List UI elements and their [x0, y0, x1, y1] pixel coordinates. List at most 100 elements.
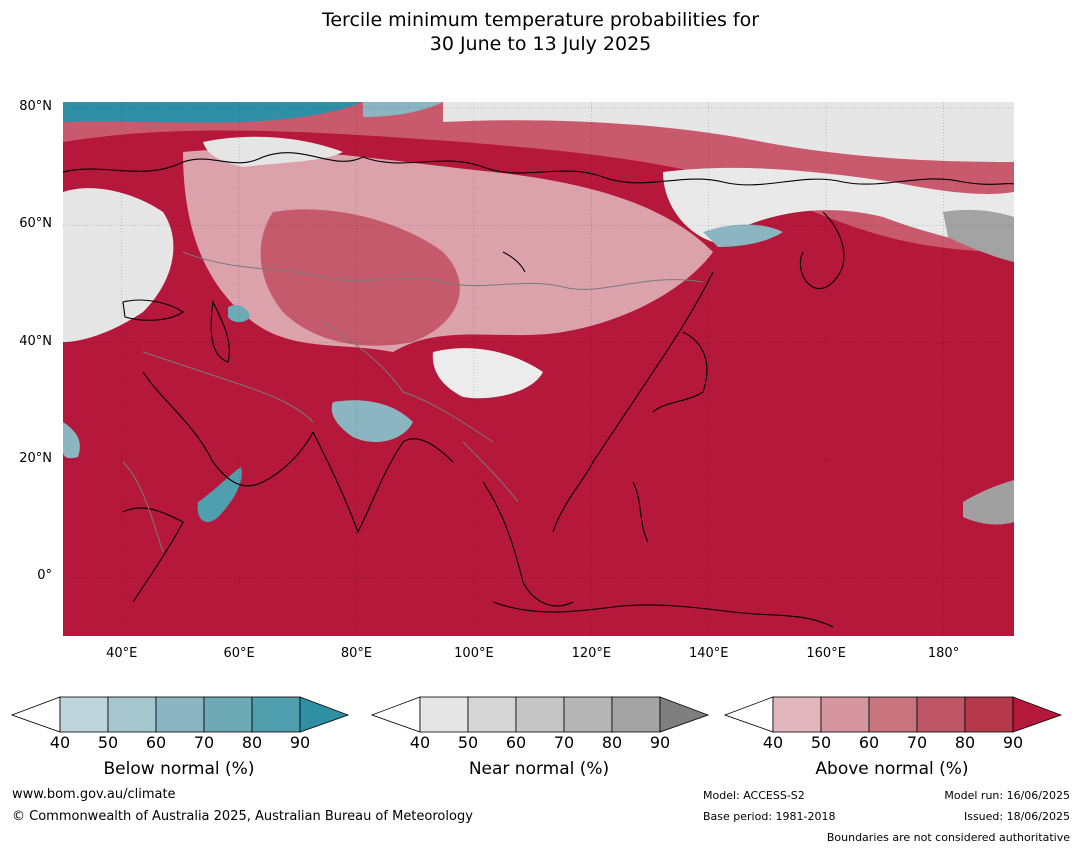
colorbar-near-segment-1: [467, 696, 517, 733]
colorbar-near-segment-4: [611, 696, 661, 733]
colorbar-above-tick-5: 90: [1002, 733, 1024, 752]
region-near-normal-siberia: [443, 102, 1014, 162]
colorbar-below-segment-3: [203, 696, 253, 733]
region-near-normal-east-siberia: [663, 167, 1014, 252]
colorbar-above-segment-4: [964, 696, 1014, 733]
colorbar-below-tick-1: 50: [97, 733, 119, 752]
colorbar-near-high-tip: [659, 696, 709, 733]
colorbar-above-segment-1: [820, 696, 870, 733]
lat-label-4: 0°: [37, 568, 52, 584]
colorbar-near: [371, 696, 709, 733]
region-above-mid-central: [260, 209, 460, 346]
colorbar-near-tick-5: 90: [649, 733, 671, 752]
colorbar-near-tick-1: 50: [457, 733, 479, 752]
border-africa: [122, 461, 164, 553]
border-mideast: [142, 351, 314, 423]
coastlines: [63, 152, 1014, 628]
colorbar-above-segment-3: [916, 696, 966, 733]
colorbar-above-tick-3: 70: [906, 733, 928, 752]
website-link[interactable]: www.bom.gov.au/climate: [12, 787, 176, 802]
colorbar-near-tick-4: 80: [601, 733, 623, 752]
colorbar-below-tick-5: 90: [289, 733, 311, 752]
colorbar-below: [11, 696, 349, 733]
colorbar-above-label: Above normal (%): [815, 759, 969, 779]
coast-east-asia: [552, 271, 714, 533]
coast-kamchatka: [799, 211, 845, 290]
region-near-normal-west: [63, 188, 174, 342]
region-near-normal-nw-russia: [203, 136, 343, 167]
region-near-normal-pacific-se: [963, 480, 1014, 525]
colorbar-below-segment-1: [107, 696, 157, 733]
issued-date: Issued: 18/06/2025: [963, 810, 1070, 823]
border-russia-south: [182, 251, 704, 290]
colorbar-above-tick-2: 60: [858, 733, 880, 752]
coast-caspian: [210, 300, 230, 363]
colorbar-below-low-tip: [11, 696, 61, 733]
copyright-text: © Commonwealth of Australia 2025, Austra…: [12, 809, 473, 824]
region-below-mongolia: [703, 224, 783, 247]
country-borders: [122, 251, 704, 553]
lon-label-2: 80°E: [340, 646, 373, 661]
colorbar-above-segment-0: [772, 696, 822, 733]
colorbar-below-tick-3: 70: [193, 733, 215, 752]
region-below-east-med: [63, 422, 80, 459]
lat-label-2: 40°N: [19, 333, 52, 349]
coast-europe-north: [63, 152, 364, 173]
region-below-india: [331, 400, 413, 442]
coast-arabia: [142, 371, 314, 487]
colorbar-near-segment-0: [419, 696, 469, 733]
colorbar-below-tick-2: 60: [145, 733, 167, 752]
colorbar-near-segment-3: [563, 696, 613, 733]
lat-label-0: 80°N: [19, 98, 52, 114]
colorbar-above-tick-4: 80: [954, 733, 976, 752]
coast-arctic: [362, 156, 1014, 186]
coast-se-asia: [482, 481, 574, 607]
lon-label-6: 160°E: [806, 646, 846, 661]
lat-label-1: 60°N: [19, 216, 52, 232]
colorbar-below-segment-0: [59, 696, 109, 733]
colorbar-near-tick-0: 40: [409, 733, 431, 752]
colorbar-above: [724, 696, 1062, 733]
lon-label-0: 40°E: [106, 646, 138, 661]
colorbar-below-tick-4: 80: [241, 733, 263, 752]
title-line-2: 30 June to 13 July 2025: [429, 33, 652, 55]
lon-label-7: 180°: [927, 646, 960, 661]
coast-indonesia: [492, 601, 834, 628]
colorbar-above-high-tip: [1012, 696, 1062, 733]
colorbar-near-segment-2: [515, 696, 565, 733]
colorbar-below-segment-2: [155, 696, 205, 733]
coast-black-sea: [122, 299, 184, 321]
coast-india: [312, 431, 454, 534]
gridlines: [63, 102, 1014, 636]
region-near-normal-tibet: [432, 348, 543, 399]
colorbar-above-segment-2: [868, 696, 918, 733]
colorbar-above-tick-0: 40: [762, 733, 784, 752]
model-run-date: Model run: 16/06/2025: [944, 789, 1070, 802]
colorbar-below-label: Below normal (%): [103, 759, 255, 779]
coast-lake-baikal: [502, 251, 526, 273]
colorbar-below-segment-4: [251, 696, 301, 733]
colorbar-near-tick-3: 70: [553, 733, 575, 752]
map-panel: [63, 102, 1014, 636]
region-below-kazakh: [228, 305, 250, 323]
region-near-normal-east-pacific: [943, 209, 1014, 262]
lon-label-5: 140°E: [688, 646, 729, 661]
model-name: Model: ACCESS-S2: [703, 789, 805, 802]
lon-label-4: 120°E: [571, 646, 612, 661]
colorbar-near-low-tip: [371, 696, 421, 733]
chart-title: Tercile minimum temperature probabilitie…: [0, 8, 1081, 56]
colorbar-below-tick-0: 40: [49, 733, 71, 752]
lon-label-1: 60°E: [223, 646, 255, 661]
base-period: Base period: 1981-2018: [703, 810, 836, 823]
probability-map: [63, 102, 1014, 636]
coast-africa-horn: [122, 507, 184, 603]
colorbar-above-tick-1: 50: [810, 733, 832, 752]
border-se-asia: [462, 441, 519, 503]
title-line-1: Tercile minimum temperature probabilitie…: [321, 9, 760, 31]
region-below-arctic-light: [363, 102, 443, 117]
colorbar-near-label: Near normal (%): [468, 759, 610, 779]
colorbar-below-high-tip: [299, 696, 349, 733]
lon-label-3: 100°E: [454, 646, 494, 661]
coast-philippines: [632, 481, 649, 543]
region-below-arctic: [63, 102, 363, 123]
